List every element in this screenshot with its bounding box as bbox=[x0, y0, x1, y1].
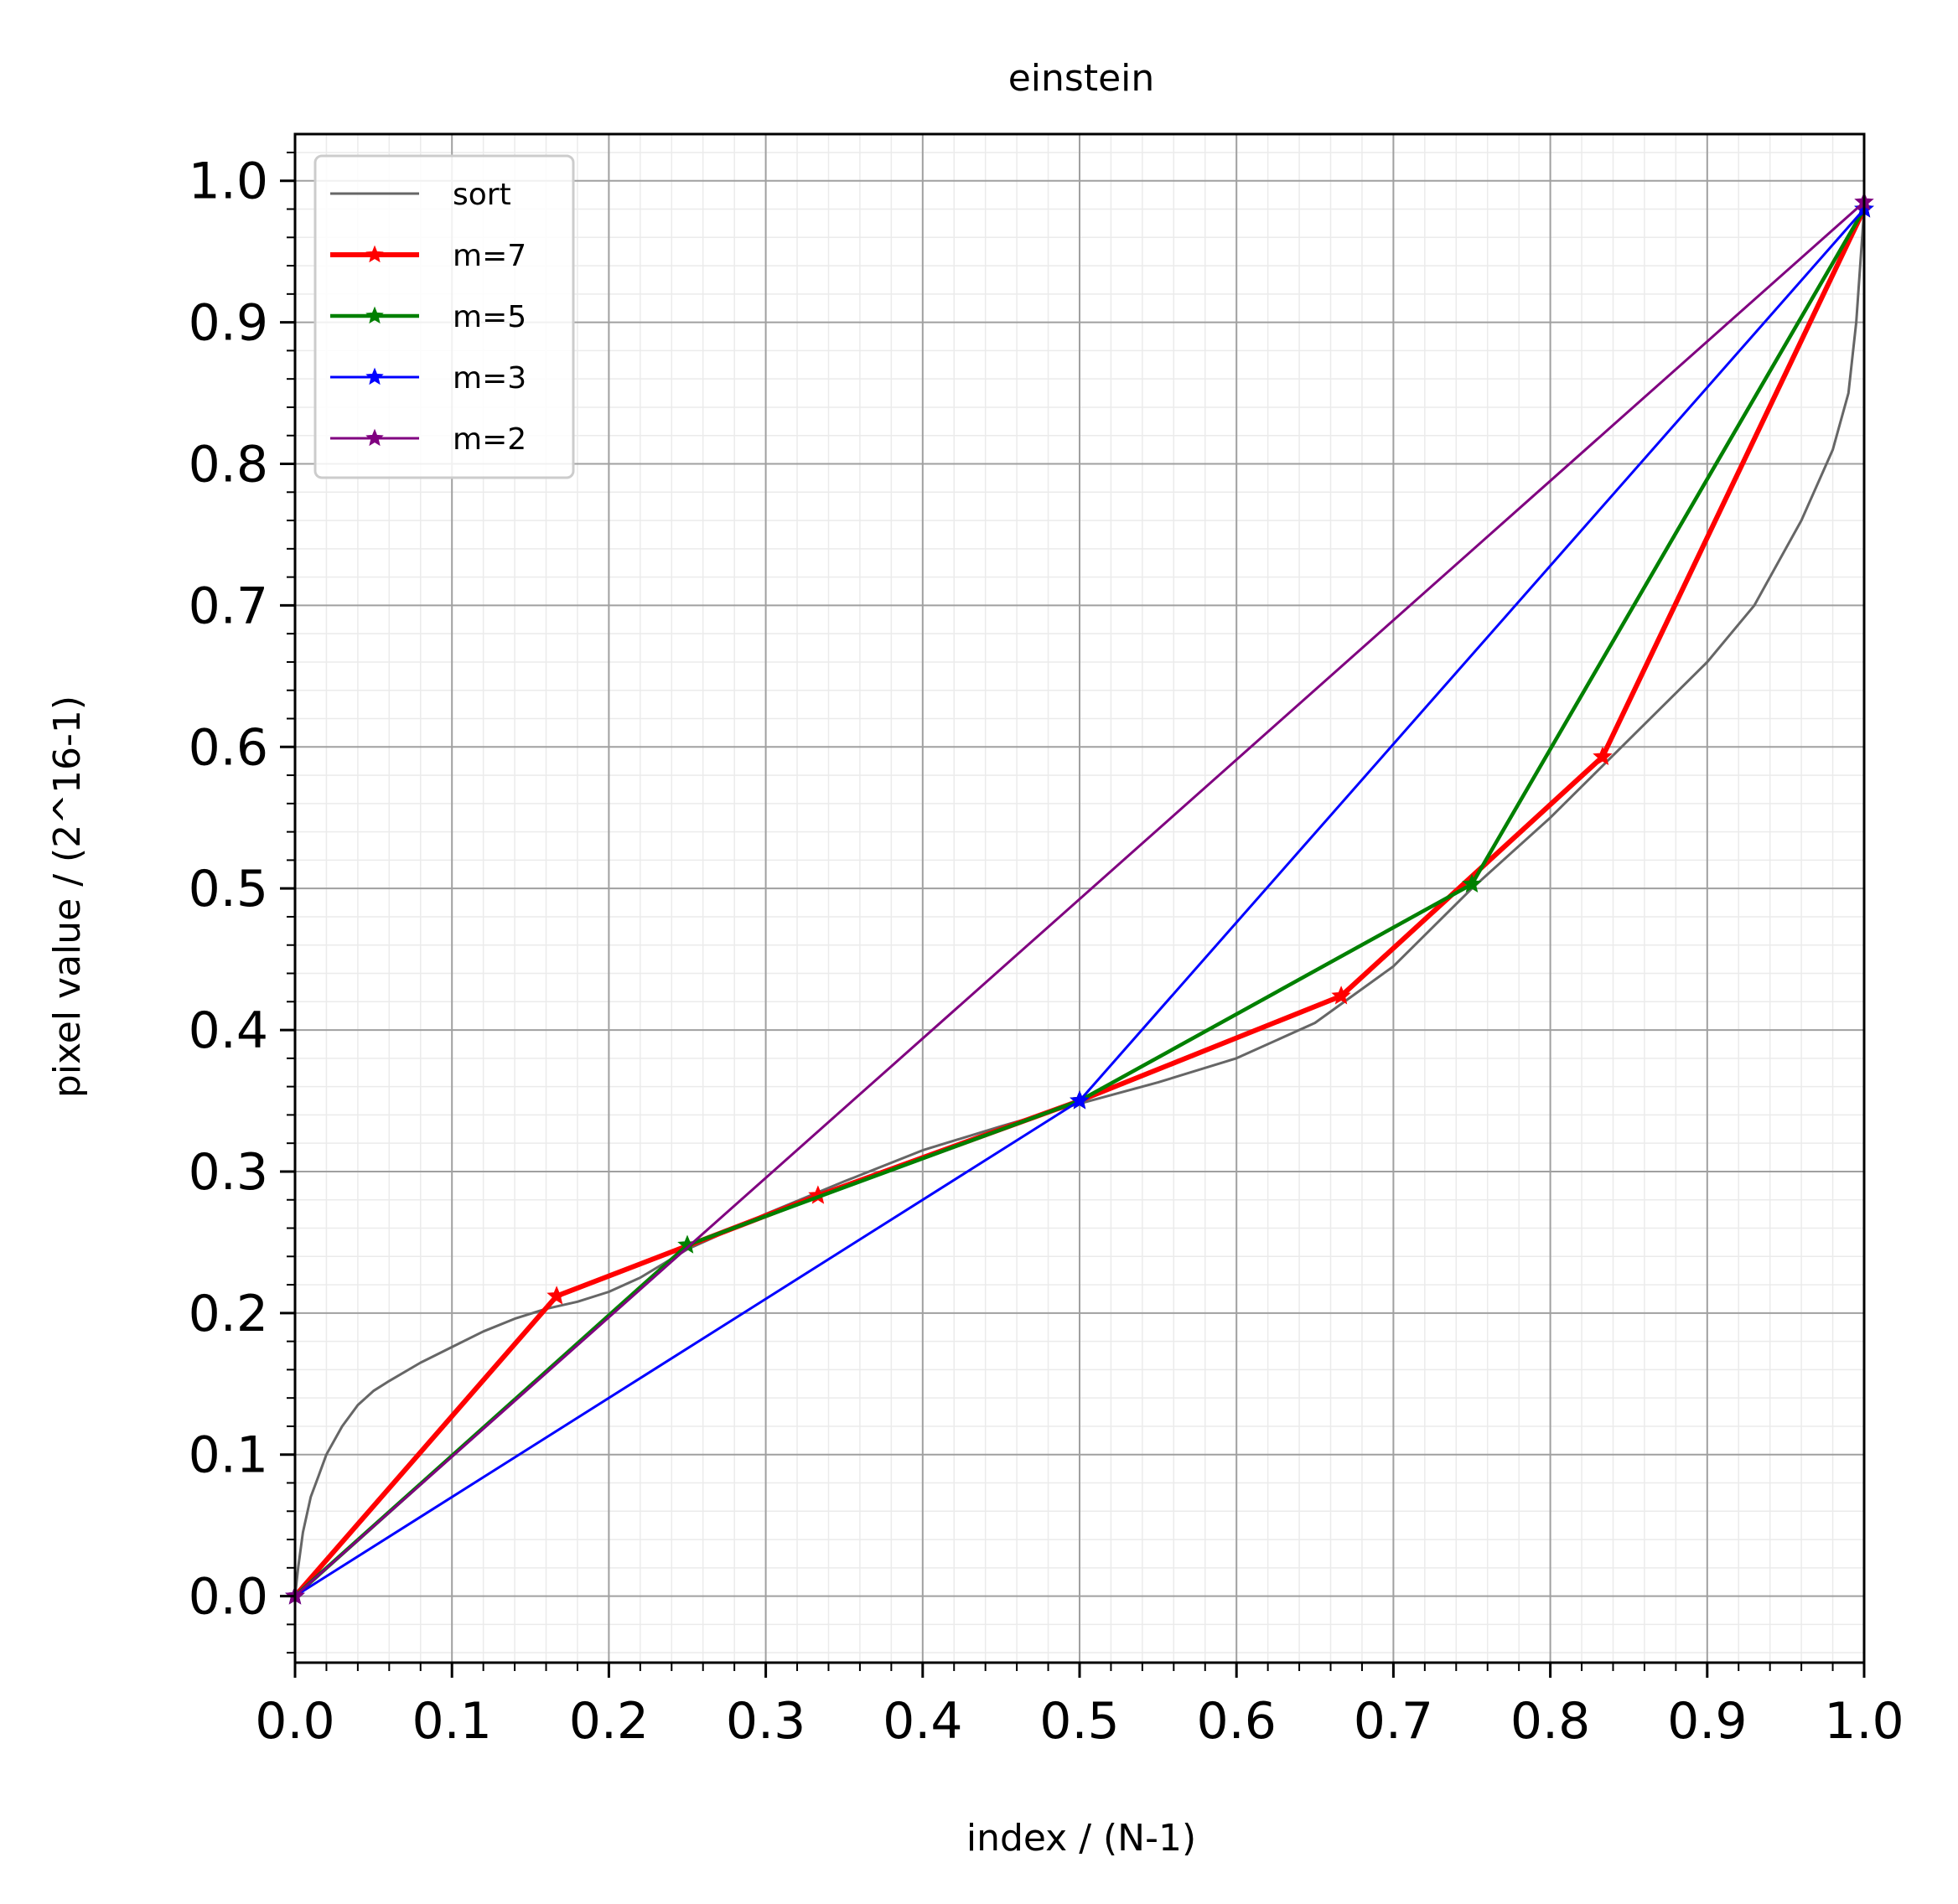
x-tick-label: 0.2 bbox=[569, 1692, 649, 1751]
data-point-m-3 bbox=[1070, 1090, 1090, 1110]
series-line-m-2 bbox=[293, 200, 1866, 1598]
data-point-m-7 bbox=[1593, 746, 1613, 766]
legend-marker-m-3 bbox=[365, 367, 384, 385]
legend-marker-m-5 bbox=[365, 306, 384, 324]
legend-label-sort: sort bbox=[453, 178, 511, 212]
y-tick-label: 1.0 bbox=[189, 153, 268, 211]
legend-label-m-5: m=5 bbox=[453, 300, 526, 334]
legend-marker-m-2 bbox=[365, 428, 384, 447]
legend-label-m-7: m=7 bbox=[453, 239, 526, 273]
legend-entry-sort: sort bbox=[330, 178, 511, 212]
legend-label-m-3: m=3 bbox=[453, 361, 526, 396]
x-tick-label: 0.6 bbox=[1196, 1692, 1276, 1751]
series-layer bbox=[285, 191, 1874, 1605]
legend-label-m-2: m=2 bbox=[453, 422, 526, 457]
data-point-m-5 bbox=[1462, 873, 1482, 893]
x-tick-label: 0.7 bbox=[1354, 1692, 1433, 1751]
y-tick-label: 0.5 bbox=[189, 860, 268, 918]
y-tick-label: 0.8 bbox=[189, 436, 268, 494]
y-tick-label: 0.9 bbox=[189, 294, 268, 353]
x-tick-label: 0.9 bbox=[1667, 1692, 1747, 1751]
tick-labels: 0.0 0.1 0.2 0.3 0.4 0.5 0.6 0.7 0.8 0.9 1.0 0.0 0.1 0… bbox=[189, 153, 1904, 1751]
y-tick-label: 0.7 bbox=[189, 577, 268, 635]
legend-entry-m-5: m=5 bbox=[330, 300, 526, 334]
x-tick-label: 0.8 bbox=[1510, 1692, 1590, 1751]
y-tick-label: 0.1 bbox=[189, 1426, 268, 1485]
y-tick-label: 0.3 bbox=[189, 1143, 268, 1202]
x-tick-label: 0.0 bbox=[255, 1692, 334, 1751]
major-grid bbox=[294, 134, 1865, 1663]
x-axis-label: index / (N-1) bbox=[966, 1817, 1196, 1860]
legend-entry-m-3: m=3 bbox=[330, 361, 526, 396]
legend-entry-m-7: m=7 bbox=[330, 239, 526, 273]
x-tick-label: 1.0 bbox=[1824, 1692, 1904, 1751]
x-tick-label: 0.3 bbox=[726, 1692, 805, 1751]
x-tick-label: 0.5 bbox=[1039, 1692, 1119, 1751]
chart-title: einstein bbox=[1008, 57, 1155, 100]
y-axis-label: pixel value / (2^16-1) bbox=[46, 696, 89, 1098]
legend: sort m=7 m=5 m=3 m=2 bbox=[313, 154, 575, 479]
y-tick-label: 0.0 bbox=[189, 1568, 268, 1627]
axis-ticks bbox=[280, 151, 1866, 1678]
legend-box bbox=[313, 154, 575, 479]
data-point-m-7 bbox=[1331, 986, 1351, 1005]
x-tick-label: 0.4 bbox=[883, 1692, 962, 1751]
legend-marker-m-7 bbox=[365, 245, 384, 263]
x-tick-label: 0.1 bbox=[412, 1692, 491, 1751]
y-tick-label: 0.4 bbox=[189, 1001, 268, 1060]
data-point-m-7 bbox=[546, 1286, 567, 1305]
y-tick-label: 0.6 bbox=[189, 718, 268, 777]
legend-entry-m-2: m=2 bbox=[330, 422, 526, 457]
y-tick-label: 0.2 bbox=[189, 1285, 268, 1343]
